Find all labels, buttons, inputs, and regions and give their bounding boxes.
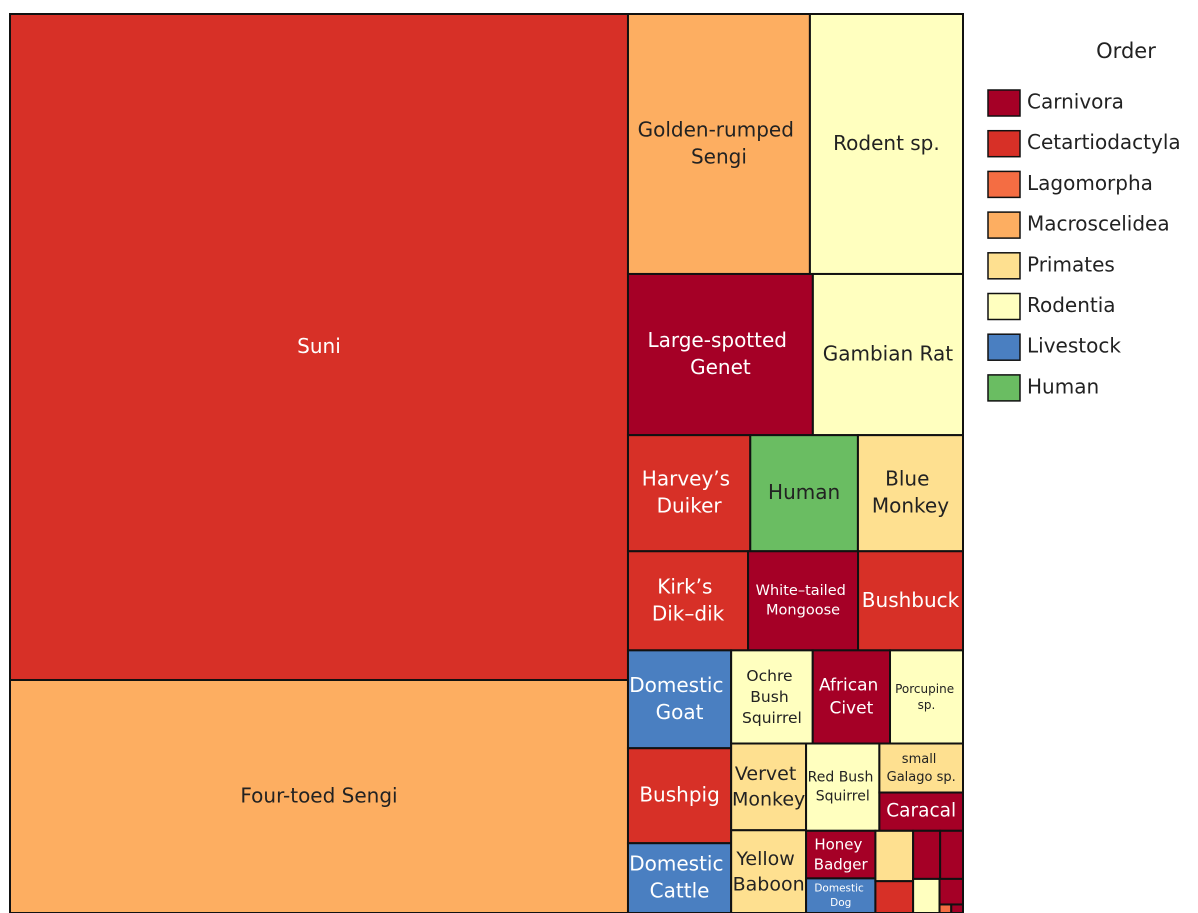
legend-label: Cetartiodactyla	[1027, 130, 1181, 154]
tile-label: Caracal	[886, 801, 956, 822]
tile	[749, 434, 859, 553]
tile	[730, 649, 814, 745]
tile	[626, 272, 814, 437]
tile	[730, 829, 808, 913]
tile	[878, 742, 965, 794]
tile-label: White–tailed Mongoose	[756, 583, 851, 619]
tile-label: Kirk’s Dik–dik	[652, 574, 725, 625]
tile-label: Gambian Rat	[823, 341, 953, 365]
tile	[874, 880, 915, 913]
tile	[805, 877, 877, 913]
legend-swatch	[987, 374, 1021, 402]
legend-swatch	[987, 333, 1021, 361]
tile-label: Suni	[297, 333, 341, 357]
tile	[626, 649, 733, 750]
legend-swatch	[987, 211, 1021, 239]
tile	[626, 434, 752, 553]
tile	[878, 791, 965, 832]
tile-label: Domestic Cattle	[629, 851, 730, 902]
tile-label: Four-toed Sengi	[240, 783, 397, 807]
tile	[856, 434, 964, 553]
tile	[889, 649, 964, 745]
legend-swatch	[987, 292, 1021, 321]
tile-label: Ochre Bush Squirrel	[742, 666, 802, 726]
tile-label: Rodent sp.	[833, 130, 940, 154]
legend-label: Lagomorpha	[1027, 171, 1153, 195]
tile-label: Domestic Dog	[814, 883, 867, 909]
tile-label: Blue Monkey	[872, 466, 949, 517]
tile	[912, 829, 942, 880]
legend-label: Primates	[1027, 252, 1115, 276]
tile-label: Honey Badger	[814, 835, 869, 873]
legend-title: Order	[1096, 39, 1156, 63]
legend-label: Livestock	[1027, 334, 1121, 358]
tile-label: Porcupine sp.	[895, 681, 958, 711]
tile-label: Large-spotted Genet	[647, 328, 793, 379]
tile	[938, 903, 953, 913]
tile	[805, 742, 881, 832]
tile-label: Vervet Monkey	[732, 763, 805, 811]
tile	[9, 678, 629, 913]
legend-label: Human	[1027, 374, 1099, 398]
tile-label: African Civet	[819, 675, 884, 718]
legend-swatch	[987, 89, 1021, 117]
tile	[857, 550, 965, 652]
legend-swatch	[987, 129, 1021, 158]
tile	[747, 550, 860, 652]
tile-label: Yellow Baboon	[733, 847, 805, 895]
tile-label: Red Bush Squirrel	[808, 770, 878, 805]
tile	[874, 829, 915, 883]
legend-label: Rodentia	[1027, 293, 1116, 317]
tile	[938, 877, 965, 906]
legend-swatch	[987, 252, 1021, 280]
tile-label: Harvey’s Duiker	[642, 466, 737, 517]
tile	[811, 272, 964, 437]
tile-label: Domestic Goat	[629, 672, 730, 723]
tile	[811, 649, 892, 745]
tile	[9, 13, 629, 681]
legend-label: Macroscelidea	[1027, 212, 1170, 236]
tile-label: Bushpig	[639, 782, 719, 806]
tile-label: Human	[768, 480, 840, 504]
tile	[950, 903, 964, 913]
tile-label: Bushbuck	[862, 587, 960, 611]
tile	[939, 829, 964, 880]
legend-label: Carnivora	[1027, 90, 1124, 114]
tile-label: small Galago sp.	[887, 752, 956, 785]
tile	[730, 742, 808, 832]
legend-swatch	[987, 170, 1021, 199]
tile	[912, 877, 941, 913]
tile-label: Golden-rumped Sengi	[638, 117, 801, 168]
